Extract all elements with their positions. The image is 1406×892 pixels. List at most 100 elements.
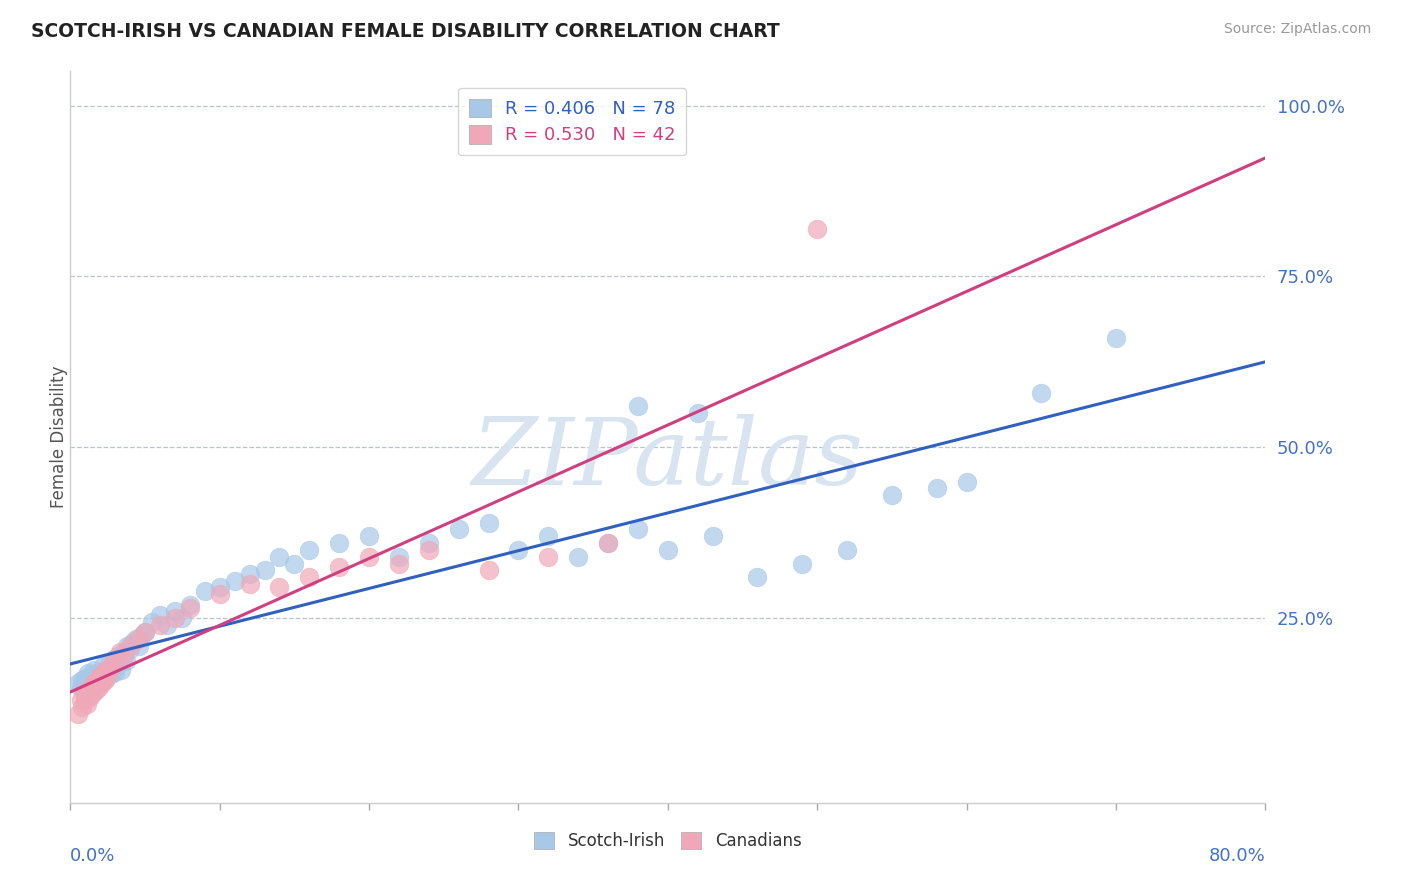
Point: [283, 557, 305, 571]
Point: [269, 549, 291, 564]
Point: [269, 581, 291, 595]
Point: [1105, 331, 1128, 345]
Point: [66, 676, 89, 690]
Point: [84, 673, 107, 687]
Point: [806, 221, 828, 235]
Point: [111, 648, 134, 663]
Point: [80, 680, 103, 694]
Point: [75, 693, 97, 707]
Point: [86, 676, 108, 690]
Legend: Scotch-Irish, Canadians: Scotch-Irish, Canadians: [527, 825, 808, 856]
Point: [359, 529, 381, 543]
Point: [598, 536, 620, 550]
Point: [77, 665, 100, 680]
Point: [69, 681, 91, 695]
Point: [108, 645, 131, 659]
Text: 0.0%: 0.0%: [70, 847, 115, 864]
Point: [91, 665, 114, 680]
Point: [97, 663, 120, 677]
Point: [702, 529, 724, 543]
Text: ZIPatlas: ZIPatlas: [472, 414, 863, 504]
Point: [239, 577, 262, 591]
Point: [107, 648, 129, 663]
Point: [149, 607, 172, 622]
Point: [75, 672, 97, 686]
Point: [80, 669, 103, 683]
Point: [208, 587, 231, 601]
Point: [70, 700, 93, 714]
Point: [127, 632, 149, 646]
Point: [89, 669, 111, 683]
Point: [82, 667, 104, 681]
Point: [156, 618, 179, 632]
Point: [70, 673, 93, 687]
Point: [125, 632, 148, 646]
Point: [120, 642, 141, 657]
Point: [86, 673, 108, 687]
Y-axis label: Female Disability: Female Disability: [51, 366, 67, 508]
Point: [82, 680, 104, 694]
Point: [89, 669, 111, 683]
Point: [131, 628, 153, 642]
Point: [93, 673, 115, 687]
Point: [141, 615, 163, 629]
Point: [172, 611, 194, 625]
Point: [120, 639, 141, 653]
Point: [79, 676, 101, 690]
Point: [149, 618, 172, 632]
Point: [478, 516, 501, 530]
Point: [508, 542, 530, 557]
Point: [96, 671, 118, 685]
Point: [82, 686, 104, 700]
Point: [837, 542, 859, 557]
Point: [73, 686, 96, 700]
Point: [114, 654, 136, 668]
Point: [90, 674, 112, 689]
Point: [1031, 385, 1053, 400]
Point: [478, 563, 501, 577]
Point: [83, 663, 105, 677]
Point: [73, 678, 96, 692]
Point: [98, 656, 121, 670]
Point: [76, 697, 98, 711]
Point: [76, 674, 98, 689]
Point: [388, 557, 411, 571]
Point: [253, 563, 276, 577]
Point: [79, 690, 101, 704]
Point: [134, 624, 156, 639]
Point: [418, 542, 440, 557]
Point: [134, 624, 156, 639]
Point: [91, 659, 114, 673]
Point: [686, 406, 709, 420]
Point: [100, 667, 122, 681]
Point: [179, 601, 201, 615]
Point: [388, 549, 411, 564]
Point: [87, 680, 110, 694]
Point: [239, 566, 262, 581]
Point: [105, 657, 128, 672]
Point: [956, 475, 979, 489]
Point: [96, 663, 118, 677]
Point: [208, 581, 231, 595]
Point: [112, 645, 135, 659]
Point: [627, 522, 650, 536]
Point: [97, 667, 120, 681]
Point: [359, 549, 381, 564]
Point: [87, 665, 110, 679]
Point: [179, 598, 201, 612]
Point: [112, 648, 135, 663]
Point: [194, 583, 217, 598]
Point: [69, 693, 91, 707]
Point: [298, 542, 321, 557]
Point: [104, 665, 127, 679]
Point: [163, 611, 186, 625]
Point: [598, 536, 620, 550]
Point: [93, 665, 115, 680]
Point: [567, 549, 589, 564]
Point: [103, 652, 125, 666]
Point: [298, 570, 321, 584]
Point: [163, 604, 186, 618]
Point: [100, 660, 122, 674]
Point: [925, 481, 948, 495]
Point: [627, 400, 650, 414]
